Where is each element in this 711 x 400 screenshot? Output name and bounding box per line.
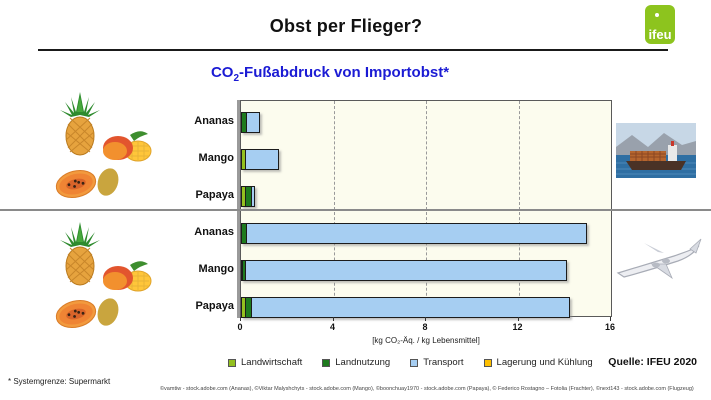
category-label: Ananas <box>194 114 234 127</box>
x-tick-label: 12 <box>512 322 523 332</box>
category-label: Papaya <box>195 188 234 201</box>
gridline-12 <box>518 101 520 316</box>
bar-segment-transport <box>245 222 587 244</box>
ifeu-logo: ifeu <box>645 5 675 44</box>
bar-segment-transport <box>245 111 260 133</box>
x-tick-label: 16 <box>604 322 616 332</box>
legend-item: Transport <box>410 357 464 368</box>
legend-label: Lagerung und Kühlung <box>496 357 593 368</box>
legend-item: Landwirtschaft <box>228 357 302 368</box>
legend-label: Transport <box>423 357 464 368</box>
legend-item: Landnutzung <box>322 357 390 368</box>
footnote: * Systemgrenze: Supermarkt <box>8 377 111 386</box>
x-tick <box>332 317 334 321</box>
gridline-8 <box>426 101 427 316</box>
legend-swatch-icon <box>322 358 331 367</box>
x-tick <box>517 317 519 321</box>
image-credits: ©vamtiw - stock.adobe.com (Ananas), ©Vik… <box>160 386 694 392</box>
x-tick <box>610 317 611 321</box>
x-tick-label: 8 <box>422 322 428 332</box>
plot-area <box>240 100 612 318</box>
source-text: Quelle: IFEU 2020 <box>608 356 697 368</box>
airplane-icon <box>614 237 704 287</box>
x-tick-label: 0 <box>237 322 243 332</box>
legend-item: Lagerung und Kühlung <box>483 357 593 368</box>
section-separator-line <box>0 209 711 211</box>
legend: Landwirtschaft Landnutzung Transport Lageru… <box>228 357 593 368</box>
header-divider <box>38 49 668 51</box>
category-label: Ananas <box>194 225 234 238</box>
legend-label: Landnutzung <box>335 357 391 368</box>
category-label: Papaya <box>195 299 234 312</box>
legend-swatch-icon <box>228 358 236 367</box>
page-title: Obst per Flieger? <box>269 16 423 36</box>
chart-title-suffix: -Fußabdruck von Importobst* <box>239 64 450 81</box>
bar-ananas-airplane <box>241 222 587 244</box>
bar-segment-transport <box>250 185 256 207</box>
bar-segment-transport <box>244 148 280 170</box>
category-label: Mango <box>198 262 234 275</box>
logo-dot <box>655 13 659 17</box>
x-tick <box>425 317 426 321</box>
category-label: Mango <box>198 151 234 164</box>
logo-text: ifeu <box>648 27 672 42</box>
legend-label: Landwirtschaft <box>241 357 303 368</box>
bar-segment-transport <box>250 296 570 318</box>
legend-swatch-icon <box>410 358 419 367</box>
x-tick <box>240 317 241 321</box>
x-axis-label: [kg CO₂-Äq. / kg Lebensmittel] <box>372 336 480 345</box>
legend-swatch-icon <box>483 358 492 367</box>
bar-ananas-container-ship <box>241 111 260 133</box>
chart-title: CO2-Fußabdruck von Importobst* <box>185 64 475 84</box>
bar-papaya-container-ship <box>241 185 256 207</box>
fruit-group-ship-image <box>40 90 192 208</box>
bar-segment-transport <box>244 259 568 281</box>
gridline-4 <box>333 101 335 316</box>
bar-mango-airplane <box>241 259 568 281</box>
bar-papaya-airplane <box>241 296 570 318</box>
x-tick-label: 4 <box>329 322 336 332</box>
chart-title-subscript: 2 <box>233 73 240 84</box>
bar-mango-container-ship <box>241 148 280 170</box>
chart-title-prefix: CO <box>210 64 234 81</box>
container-ship-icon <box>616 123 696 178</box>
fruit-group-flight-image <box>40 220 192 338</box>
